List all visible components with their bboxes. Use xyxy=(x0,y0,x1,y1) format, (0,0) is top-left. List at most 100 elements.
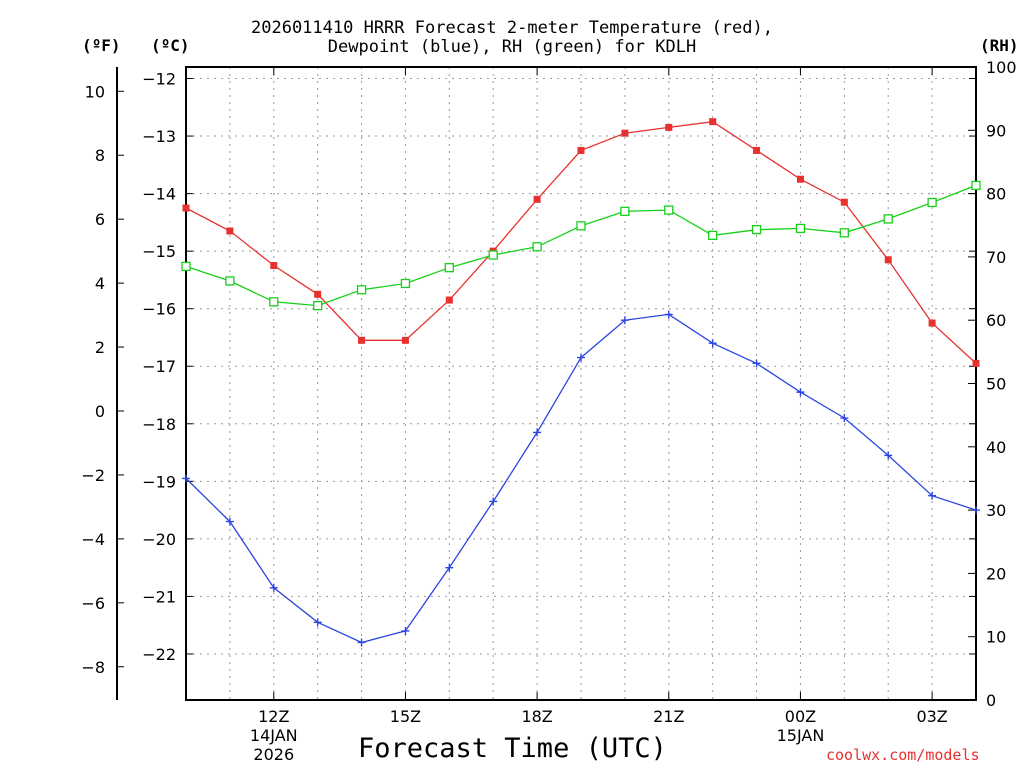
rh-point xyxy=(181,261,191,272)
credit-link[interactable]: coolwx.com/models xyxy=(826,746,980,764)
dewpoint-point xyxy=(752,359,761,368)
celsius-tick-label: −21 xyxy=(142,587,176,606)
2-meter-temperature-point xyxy=(884,256,892,264)
x-tick-label: 00Z xyxy=(785,707,816,726)
celsius-tick-label: −16 xyxy=(142,300,176,319)
dewpoint-point xyxy=(357,638,366,647)
fahrenheit-tick-label: 0 xyxy=(95,402,105,421)
rh-tick-label: 70 xyxy=(986,248,1006,267)
rh-point xyxy=(444,263,454,273)
2-meter-temperature-point xyxy=(621,129,629,137)
chart-title-line-2: Dewpoint (blue), RH (green) for KDLH xyxy=(327,37,697,57)
dewpoint-point xyxy=(928,491,937,500)
x-date-label: 14JAN xyxy=(250,726,298,745)
dewpoint-point xyxy=(313,618,322,627)
rh-unit-label: (RH) xyxy=(980,36,1019,55)
celsius-tick-label: −14 xyxy=(142,185,176,204)
celsius-tick-label: −20 xyxy=(142,530,176,549)
2-meter-temperature-point xyxy=(753,146,761,154)
rh-point xyxy=(488,250,498,260)
2-meter-temperature-point xyxy=(182,204,190,212)
chart-title-line-1: 2026011410 HRRR Forecast 2-meter Tempera… xyxy=(251,18,773,38)
rh-tick-label: 50 xyxy=(986,375,1006,394)
fahrenheit-tick-label: 4 xyxy=(95,274,105,293)
x-tick-label: 03Z xyxy=(916,707,947,726)
fahrenheit-tick-label: 2 xyxy=(95,338,105,357)
dewpoint-point xyxy=(225,517,234,526)
rh-point xyxy=(664,205,674,215)
celsius-tick-label: −12 xyxy=(142,70,176,89)
rh-point xyxy=(795,223,806,234)
fahrenheit-unit-label: (ºF) xyxy=(82,36,121,55)
celsius-tick-label: −19 xyxy=(142,472,176,491)
fahrenheit-tick-label: −8 xyxy=(81,658,105,677)
fahrenheit-tick-label: 10 xyxy=(85,82,105,101)
2-meter-temperature-point xyxy=(840,198,848,206)
rh-point xyxy=(708,230,718,241)
dewpoint-point xyxy=(533,428,542,437)
dewpoint-point xyxy=(664,310,673,319)
axes: −12 −13 −14 −15 −16 −17 −18 −19 −20 −21 −2 2 12Z14JA… xyxy=(81,58,1016,764)
celsius-unit-label: (ºC) xyxy=(151,36,190,55)
rh-tick-label: 80 xyxy=(986,185,1006,204)
dewpoint-point xyxy=(401,626,410,635)
fahrenheit-tick-label: −2 xyxy=(81,466,105,485)
dewpoint-point xyxy=(972,506,980,515)
2-meter-temperature-point xyxy=(665,123,673,131)
fahrenheit-tick-label: 8 xyxy=(95,146,105,165)
rh-point xyxy=(751,225,762,235)
2-meter-temperature-point xyxy=(401,336,409,344)
dewpoint-point xyxy=(445,563,454,572)
2-meter-temperature-point xyxy=(270,262,278,270)
2-meter-temperature-point xyxy=(445,296,453,304)
fahrenheit-tick-label: −4 xyxy=(81,530,105,549)
rh-point xyxy=(576,221,586,231)
rh-point xyxy=(225,276,235,286)
rh-tick-label: 0 xyxy=(986,691,996,710)
rh-point xyxy=(356,285,367,295)
2-meter-temperature-point xyxy=(709,118,717,126)
rh-tick-label: 40 xyxy=(986,438,1006,457)
celsius-tick-label: −18 xyxy=(142,415,176,434)
rh-point xyxy=(620,206,630,216)
2-meter-temperature-point xyxy=(577,146,585,154)
rh-tick-label: 10 xyxy=(986,628,1006,647)
rh-point xyxy=(839,228,849,238)
celsius-tick-label: −13 xyxy=(142,127,176,146)
x-tick-label: 12Z xyxy=(258,707,289,726)
rh-point xyxy=(883,214,893,224)
dewpoint-point xyxy=(796,388,805,397)
x-tick-label: 21Z xyxy=(653,707,684,726)
dewpoint-point xyxy=(884,451,893,460)
celsius-tick-label: −17 xyxy=(142,357,176,376)
x-tick-label: 15Z xyxy=(390,707,421,726)
rh-point xyxy=(313,300,323,311)
2-meter-temperature-point xyxy=(796,175,804,183)
rh-tick-label: 20 xyxy=(986,564,1006,583)
rh-tick-label: 60 xyxy=(986,311,1006,330)
dewpoint-point xyxy=(577,353,585,362)
fahrenheit-tick-label: 6 xyxy=(95,210,105,229)
celsius-tick-label: −15 xyxy=(142,242,176,261)
2-meter-temperature-point xyxy=(928,319,936,327)
rh-point xyxy=(927,197,937,208)
2-meter-temperature-point xyxy=(358,336,366,344)
dewpoint-point xyxy=(708,339,717,348)
series-lines xyxy=(181,118,981,647)
x-year-label: 2026 xyxy=(253,745,294,764)
rh-point xyxy=(400,278,411,289)
dewpoint-point xyxy=(269,583,278,592)
x-date-label: 15JAN xyxy=(777,726,825,745)
x-axis-title: Forecast Time (UTC) xyxy=(358,733,667,764)
rh-tick-label: 30 xyxy=(986,501,1006,520)
rh-line xyxy=(185,184,977,307)
2-meter-temperature-point xyxy=(533,195,541,203)
rh-tick-label: 90 xyxy=(986,121,1006,140)
dewpoint-point xyxy=(489,497,498,506)
dewpoint-point xyxy=(620,316,629,325)
rh-point xyxy=(269,297,279,307)
dewpoint-point xyxy=(840,414,849,423)
2-meter-temperature-point xyxy=(314,290,322,298)
rh-point xyxy=(532,242,542,252)
